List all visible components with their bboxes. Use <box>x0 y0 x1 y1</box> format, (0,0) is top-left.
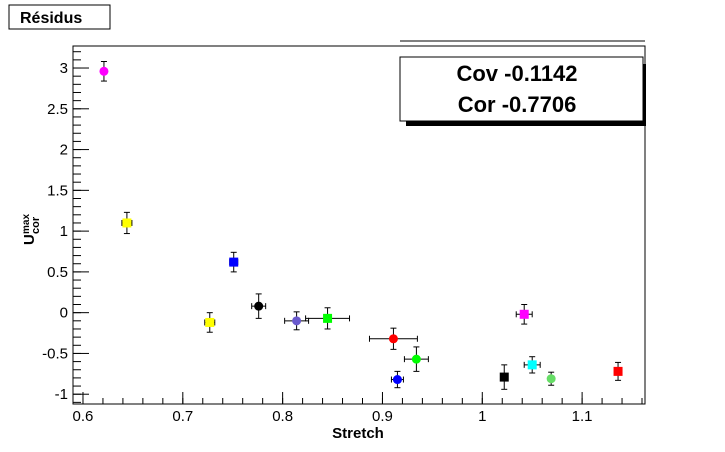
data-point <box>121 211 133 235</box>
chart-title: Résidus <box>20 10 82 27</box>
stats-cov: Cov -0.1142 <box>456 61 577 86</box>
circle-marker <box>411 354 421 364</box>
data-point <box>515 304 533 325</box>
data-point <box>305 307 351 330</box>
data-point <box>390 370 404 389</box>
data-point <box>251 293 267 319</box>
data-point <box>368 327 418 350</box>
x-axis-label: Stretch <box>332 425 384 442</box>
circle-marker <box>388 334 398 344</box>
y-tick-label: -0.5 <box>42 345 68 362</box>
y-tick-label: 1 <box>60 223 68 240</box>
square-marker <box>519 309 529 319</box>
x-axis: 0.6 0.7 0.8 0.9 1 1.1 <box>73 392 643 425</box>
data-point <box>284 311 310 331</box>
y-axis-label-main: U <box>21 234 38 245</box>
data-point <box>499 364 509 390</box>
title-box <box>8 4 111 30</box>
x-tick-label: 0.6 <box>73 408 94 425</box>
data-point <box>229 251 239 273</box>
circle-marker <box>292 316 302 326</box>
data-point <box>403 346 429 372</box>
square-marker <box>122 218 132 228</box>
square-marker <box>499 372 509 382</box>
y-axis-label: U cor max <box>21 214 42 245</box>
y-tick-label: 1.5 <box>47 182 68 199</box>
x-tick-label: 0.7 <box>172 408 193 425</box>
circle-marker <box>392 375 402 385</box>
y-tick-label: 3 <box>60 60 68 77</box>
y-axis: -1 -0.5 0 0.5 1 1.5 2 2.5 3 <box>42 51 89 403</box>
circle-marker <box>254 301 264 311</box>
square-marker <box>613 366 623 376</box>
x-tick-label: 0.8 <box>272 408 293 425</box>
square-marker <box>229 257 239 267</box>
data-point <box>204 312 216 333</box>
stats-box <box>399 56 644 122</box>
y-tick-label: 0 <box>60 305 68 322</box>
square-marker <box>527 360 537 370</box>
circle-marker <box>546 374 556 384</box>
stats-cor: Cor -0.7706 <box>458 92 577 117</box>
data-point <box>99 60 109 82</box>
y-axis-label-sub: cor <box>30 216 42 234</box>
x-tick-label: 1.1 <box>572 408 593 425</box>
y-axis-label-sup: max <box>21 214 32 234</box>
y-tick-label: 2 <box>60 142 68 159</box>
data-points <box>99 60 623 390</box>
data-point <box>546 371 556 386</box>
data-point <box>613 361 623 381</box>
data-point <box>523 356 541 374</box>
y-tick-label: 2.5 <box>47 101 68 118</box>
x-tick-label: 1 <box>478 408 486 425</box>
square-marker <box>323 313 333 323</box>
plot-frame <box>72 45 646 405</box>
circle-marker <box>99 66 109 76</box>
y-tick-label: 0.5 <box>47 264 68 281</box>
x-tick-label: 0.9 <box>372 408 393 425</box>
y-tick-label: -1 <box>55 386 68 403</box>
square-marker <box>205 317 215 327</box>
